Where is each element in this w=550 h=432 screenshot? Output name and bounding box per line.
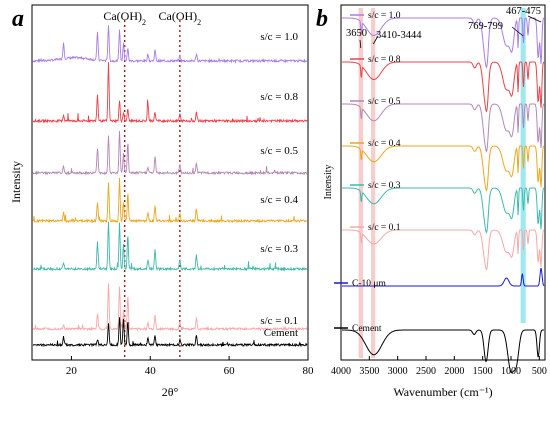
- panel-b-band-3410-3444: [371, 8, 376, 358]
- panel-a-series-line: [32, 317, 308, 348]
- panel-b-x-tick-label: 1000: [501, 366, 521, 377]
- panel-b-series-group: s/c = 1.0 s/c = 0.8 s/c = 0.5 s/c = 0.4 s/c …: [334, 11, 545, 374]
- panel-a-series-label: s/c = 1.0: [260, 31, 298, 43]
- panel-b-annotation-arrow: [372, 35, 379, 45]
- panel-b-x-tick-label: 500: [532, 366, 547, 377]
- panel-a-x-tick-label: 20: [66, 365, 78, 377]
- panel-b-y-axis-title: Intensity: [323, 165, 334, 200]
- panel-b-annotation-label: 769-799: [468, 21, 503, 32]
- panel-a-x-tick-label: 60: [224, 365, 236, 377]
- panel-b-series-label: s/c = 0.4: [368, 139, 401, 149]
- panel-a-series-label: s/c = 0.3: [260, 243, 298, 255]
- panel-b-series-label: s/c = 0.3: [368, 181, 401, 191]
- panel-b-series-label: s/c = 1.0: [368, 11, 401, 21]
- panel-b-series-line: [342, 187, 545, 234]
- panel-b-series-label: s/c = 0.5: [368, 97, 401, 107]
- panel-a-x-tick-label: 80: [303, 365, 315, 377]
- panel-a-series-label: s/c = 0.4: [260, 194, 298, 206]
- panel-b-x-axis-title: Wavenumber (cm⁻¹): [393, 385, 492, 399]
- panel-a-annotations: Ca(OH)2 Ca(OH)2: [103, 9, 201, 27]
- panel-a-series-line: [32, 62, 308, 124]
- panel-b-series-line: [342, 329, 544, 374]
- panel-a-x-axis-title: 2θ°: [162, 385, 179, 399]
- panel-b-x-tick-label: 2500: [416, 366, 436, 377]
- panel-b-series-line: [342, 103, 545, 153]
- panel-b-series-line: [342, 229, 545, 271]
- panel-a-series-label: s/c = 0.1: [260, 315, 298, 327]
- panel-a-y-axis-title: Intensity: [9, 161, 23, 203]
- panel-b-x-tick-label: 2000: [444, 366, 464, 377]
- panel-b-annotation-label: 467-475: [506, 6, 541, 17]
- panel-b-annotation-label: 3410-3444: [376, 30, 422, 41]
- panel-b-series-line: [342, 17, 545, 69]
- panel-b-annotation-arrow: [511, 26, 524, 37]
- panel-a-plot-frame: [31, 4, 309, 361]
- panel-a-x-tick-label: 40: [145, 365, 157, 377]
- panel-a-xrd: a s/c = 1.0s/c = 0.8s/c = 0.5s/c = 0.4s/…: [9, 4, 314, 399]
- panel-a-annotation-label: Ca(OH)2: [103, 9, 146, 27]
- panel-a-series-line: [32, 221, 308, 272]
- panel-a-series-label: s/c = 0.5: [260, 145, 298, 157]
- panel-b-series-label: s/c = 0.8: [368, 55, 401, 65]
- panel-a-letter: a: [12, 6, 24, 32]
- panel-a-series-label: Cement: [264, 327, 298, 339]
- panel-b-x-tick-label: 1500: [473, 366, 493, 377]
- panel-b-series-label: Cement: [352, 324, 382, 334]
- panel-a-series-line: [32, 177, 308, 224]
- panel-b-series-line: [342, 61, 545, 113]
- panel-b-annotation-arrow: [527, 15, 542, 23]
- panel-b-letter: b: [316, 6, 328, 32]
- panel-b-annotation-label: 3650: [346, 28, 367, 39]
- panel-a-x-ticks: 20 40 60 80: [66, 356, 314, 377]
- panel-a-series-line: [32, 283, 308, 332]
- panel-b-series-label: C-10 μm: [352, 279, 386, 289]
- panel-a-annotation-label: Ca(OH)2: [159, 9, 202, 27]
- panel-a-reference-lines: [123, 20, 181, 360]
- panel-b-band-3650: [358, 8, 364, 358]
- panel-a-series-label: s/c = 0.8: [260, 91, 298, 103]
- panel-b-x-tick-label: 4000: [331, 366, 351, 377]
- panel-b-series-line: [342, 267, 545, 287]
- panel-b-ftir: b s/c = 1.0s/c = 0.8s/c = 0.5s/c = 0.4s/…: [316, 4, 547, 399]
- panel-b-plot-frame: [340, 4, 546, 361]
- panel-a-series-line: [32, 25, 308, 64]
- panel-b-series-label: s/c = 0.1: [368, 223, 401, 233]
- panel-b-annotation-arrow: [359, 39, 362, 49]
- panel-b-x-ticks: 4000 3500 3000 2500 2000 1500 1000 500: [331, 356, 547, 377]
- panel-b-x-tick-label: 3500: [359, 366, 379, 377]
- panel-b-series-line: [342, 145, 545, 192]
- panel-a-series-group: s/c = 1.0 s/c = 0.8 s/c = 0.5 s/c = 0.4 s/c …: [32, 25, 308, 348]
- panel-a-series-line: [32, 130, 307, 176]
- panel-b-x-tick-label: 3000: [388, 366, 408, 377]
